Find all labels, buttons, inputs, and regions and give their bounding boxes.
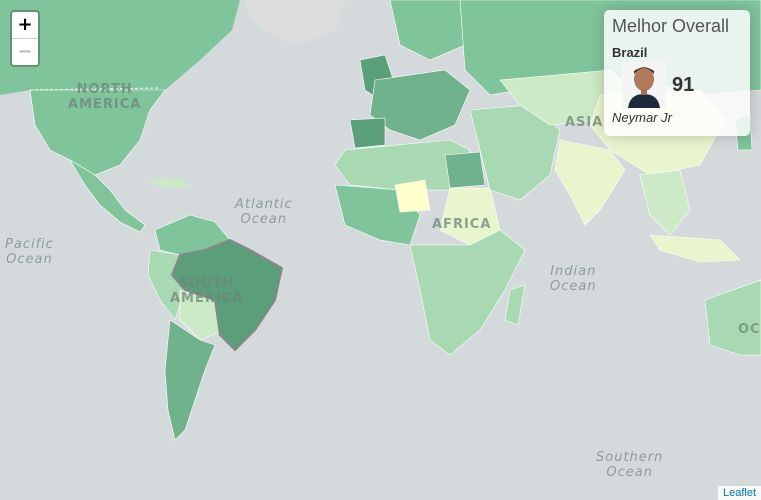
- zoom-in-button[interactable]: +: [12, 12, 38, 39]
- country-north-africa[interactable]: [334, 139, 471, 191]
- country-egypt[interactable]: [444, 151, 486, 189]
- continent-label-north-america: NORTH AMERICA: [68, 82, 142, 112]
- info-player: Neymar Jr: [612, 110, 672, 125]
- ocean-label-pacific: Pacific Ocean: [5, 237, 54, 267]
- zoom-out-button[interactable]: −: [17, 41, 33, 62]
- continent-label-africa: AFRICA: [432, 217, 492, 232]
- country-argentina[interactable]: [164, 319, 216, 441]
- ocean-label-indian: Indian Ocean: [550, 264, 597, 294]
- continent-label-asia: ASIA: [565, 115, 604, 130]
- country-mexico[interactable]: [69, 159, 146, 233]
- country-niger[interactable]: [394, 179, 431, 213]
- info-panel: Melhor Overall Brazil 91 Neymar Jr: [604, 10, 750, 136]
- info-title: Melhor Overall: [612, 16, 730, 36]
- country-canada[interactable]: [0, 0, 240, 95]
- continent-label-south-america: SOUTH AMERICA: [170, 276, 244, 306]
- continent-label-oceania: OC: [738, 322, 761, 337]
- country-usa[interactable]: [29, 89, 166, 176]
- country-se-asia[interactable]: [639, 169, 691, 236]
- country-scandinavia[interactable]: [389, 0, 471, 61]
- country-brazil[interactable]: [170, 238, 284, 352]
- player-photo: [622, 62, 666, 108]
- border-line: [29, 87, 161, 91]
- ocean-label-atlantic: Atlantic Ocean: [235, 197, 293, 227]
- country-spain[interactable]: [349, 117, 386, 149]
- country-madagascar[interactable]: [504, 284, 526, 326]
- country-australia[interactable]: [704, 279, 761, 356]
- country-greenland[interactable]: [245, 0, 345, 45]
- zoom-control: + −: [10, 10, 40, 67]
- info-country: Brazil: [612, 45, 648, 60]
- country-central-southern-africa[interactable]: [409, 229, 526, 356]
- country-indonesia[interactable]: [649, 234, 741, 263]
- attribution-link[interactable]: Leaflet: [717, 486, 761, 500]
- country-india[interactable]: [554, 139, 626, 226]
- country-west-europe[interactable]: [369, 69, 471, 141]
- country-caribbean[interactable]: [150, 178, 190, 188]
- info-score: 91: [672, 73, 695, 96]
- ocean-label-southern: Southern Ocean: [596, 450, 664, 480]
